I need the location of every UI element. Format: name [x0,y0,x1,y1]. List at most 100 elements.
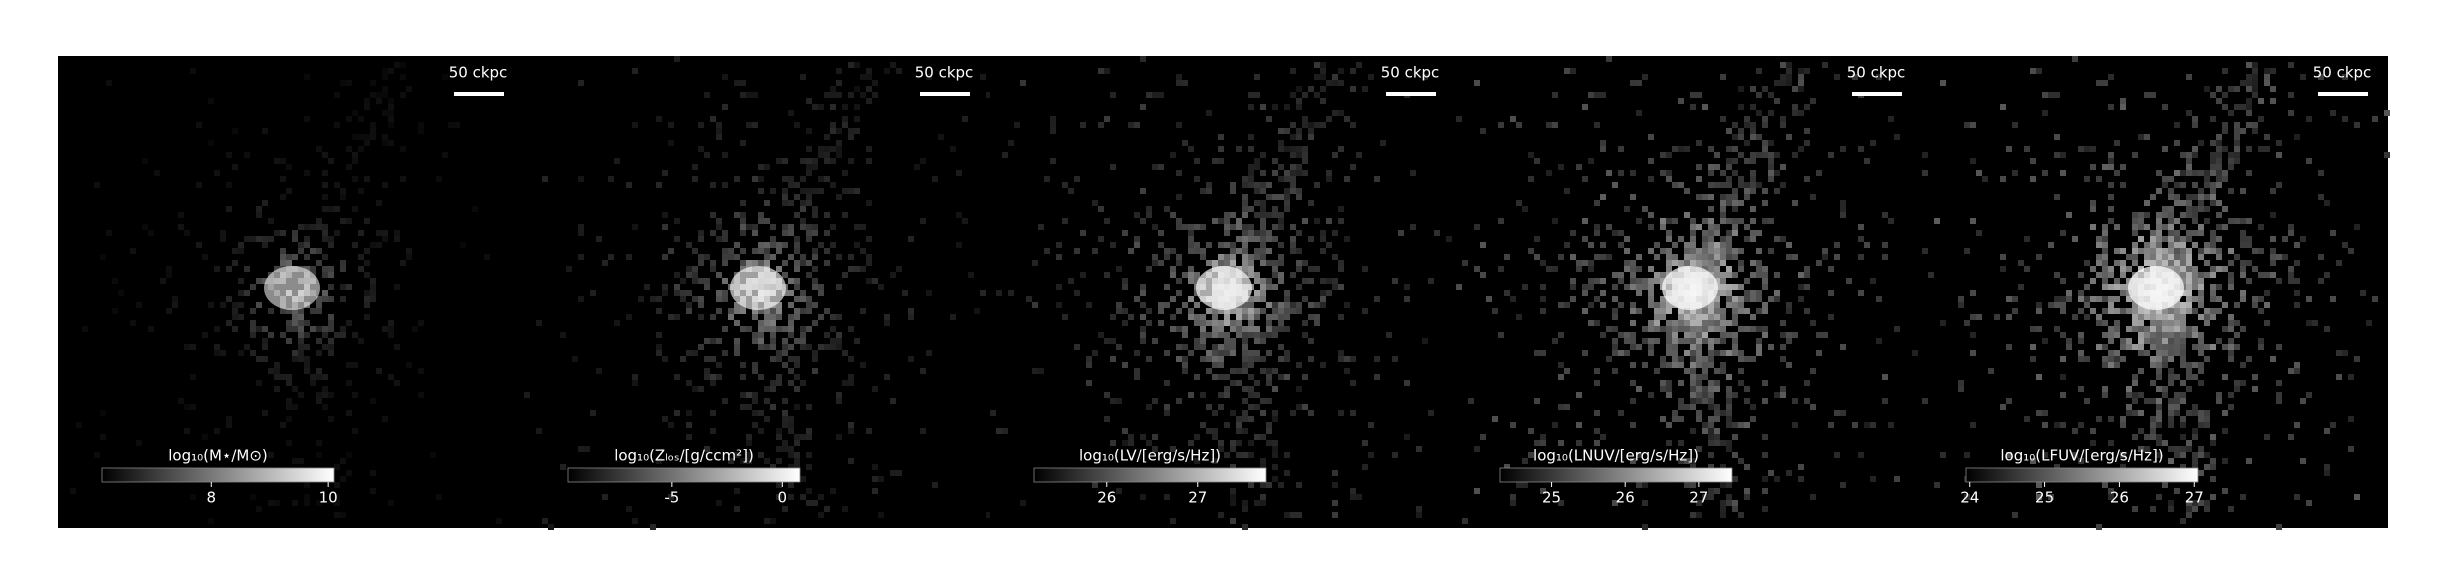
pixel [1750,134,1756,140]
pixel [1248,236,1254,242]
pixel [1362,266,1368,272]
pixel [2078,386,2084,392]
pixel [2222,176,2228,182]
pixel [274,374,280,380]
pixel [1982,176,1988,182]
pixel [316,392,322,398]
pixel [1714,164,1720,170]
pixel [256,212,262,218]
pixel [746,122,752,128]
pixel [274,386,280,392]
pixel [2276,398,2282,404]
pixel [1666,236,1672,242]
pixel [1152,92,1158,98]
pixel [854,242,860,248]
pixel [2162,482,2168,488]
pixel [1158,302,1164,308]
pixel [442,74,448,80]
pixel [1726,254,1732,260]
pixel [1194,224,1200,230]
pixel [812,266,818,272]
pixel [1828,290,1834,296]
pixel [1092,350,1098,356]
pixel [2222,302,2228,308]
pixel [1558,254,1564,260]
pixel [2306,500,2312,506]
pixel [1708,434,1714,440]
pixel [1218,332,1224,338]
pixel [626,314,632,320]
pixel [304,266,310,272]
pixel [1714,416,1720,422]
colorbar-label: log₁₀(M⋆/M⊙) [168,447,268,465]
pixel [536,428,542,434]
pixel [1134,242,1140,248]
pixel [1146,92,1152,98]
pixel [2156,170,2162,176]
pixel [1236,368,1242,374]
pixel [1624,332,1630,338]
pixel [1720,368,1726,374]
pixel [1702,218,1708,224]
pixel [1588,266,1594,272]
pixel [1248,104,1254,110]
pixel [2258,146,2264,152]
pixel [1128,434,1134,440]
pixel [298,344,304,350]
pixel [1726,266,1732,272]
pixel [656,350,662,356]
pixel [1642,206,1648,212]
pixel [1248,482,1254,488]
pixel [632,518,638,524]
pixel [214,350,220,356]
pixel [2270,68,2276,74]
pixel [334,494,340,500]
pixel [1290,302,1296,308]
pixel [1242,500,1248,506]
pixel [2216,158,2222,164]
pixel [2156,362,2162,368]
pixel [2198,230,2204,236]
pixel [2108,440,2114,446]
pixel [1392,356,1398,362]
pixel [836,314,842,320]
pixel [1708,314,1714,320]
pixel [1726,422,1732,428]
pixel [632,380,638,386]
pixel [1702,356,1708,362]
pixel [1098,68,1104,74]
pixel [794,182,800,188]
pixel [2144,134,2150,140]
pixel [1254,230,1260,236]
pixel [872,92,878,98]
pixel [2168,332,2174,338]
pixel [1170,266,1176,272]
pixel [1738,152,1744,158]
pixel [388,98,394,104]
pixel [2204,86,2210,92]
pixel [1840,146,1846,152]
pixel [1272,476,1278,482]
pixel [1714,386,1720,392]
pixel [782,272,788,278]
pixel [322,290,328,296]
pixel [2294,290,2300,296]
pixel [2252,74,2258,80]
pixel [1726,398,1732,404]
pixel [2234,254,2240,260]
pixel [262,410,268,416]
pixel [2168,266,2174,272]
pixel [662,290,668,296]
pixel [626,506,632,512]
pixel [1744,386,1750,392]
pixel [2114,356,2120,362]
pixel [788,416,794,422]
pixel [2348,416,2354,422]
pixel [1666,320,1672,326]
pixel [2042,410,2048,416]
pixel [1504,254,1510,260]
pixel [2144,434,2150,440]
pixel [2198,188,2204,194]
pixel [2072,236,2078,242]
pixel [1062,218,1068,224]
